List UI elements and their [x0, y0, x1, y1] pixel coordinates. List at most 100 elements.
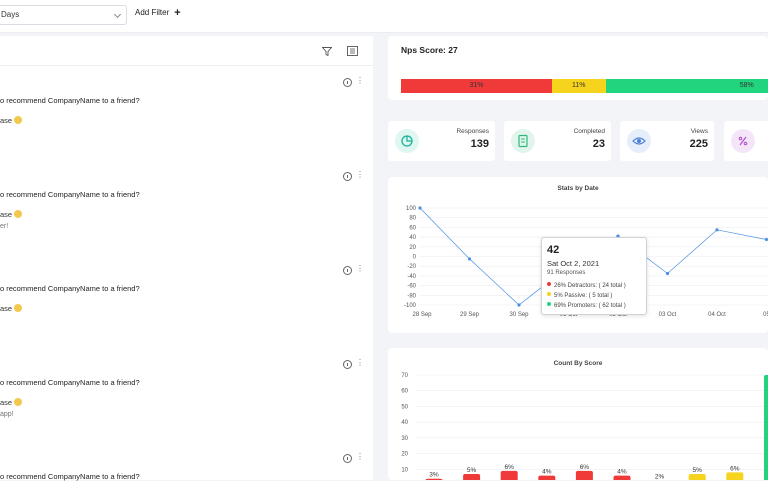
data-point[interactable] [517, 303, 521, 307]
stat-value: 139 [470, 138, 489, 150]
clipboard-icon [511, 129, 535, 153]
tooltip-row-passive: 5% Passive: ( 5 total ) [547, 292, 612, 299]
y-tick-label: 20 [401, 452, 408, 458]
info-icon[interactable] [343, 172, 352, 181]
x-tick-label: 28 Sep [412, 312, 432, 318]
bar-data-label: 6% [580, 464, 590, 471]
data-point[interactable] [715, 228, 719, 232]
chart-tooltip: 42 Sat Oct 2, 2021 91 Responses 26% Detr… [541, 237, 647, 315]
more-options-icon[interactable]: ⋮ [356, 358, 364, 367]
stat-card [724, 121, 768, 161]
score-bar[interactable] [726, 472, 744, 480]
y-tick-label: 20 [409, 245, 416, 251]
emoji-icon [14, 116, 23, 124]
date-range-value: Days [1, 10, 20, 19]
chevron-down-icon [113, 10, 122, 19]
data-point[interactable] [764, 237, 768, 242]
bar-data-label: 6% [730, 465, 740, 472]
response-comment: app! [0, 411, 14, 418]
tooltip-date: Sat Oct 2, 2021 [547, 259, 600, 268]
score-bar[interactable] [613, 475, 631, 480]
add-filter-label: Add Filter [135, 8, 170, 17]
response-question: o recommend CompanyName to a friend? [0, 472, 140, 481]
y-tick-label: 70 [401, 373, 408, 379]
count-by-score-chart: 7060504030201003%5%6%4%6%4%2%5%6% [401, 373, 768, 480]
y-tick-label: 80 [409, 216, 416, 222]
data-point[interactable] [418, 206, 422, 210]
more-options-icon[interactable]: ⋮ [356, 76, 364, 85]
score-bar[interactable] [575, 470, 593, 480]
green-dot-icon [547, 302, 551, 306]
info-icon[interactable] [343, 360, 352, 369]
response-answer-text: ase [0, 398, 13, 407]
x-tick-label: 04 Oct [708, 312, 726, 318]
y-tick-label: 60 [409, 225, 416, 231]
emoji-icon [14, 398, 23, 406]
data-point[interactable] [616, 234, 620, 238]
y-tick-label: -40 [407, 274, 416, 280]
data-point[interactable] [467, 257, 472, 261]
y-tick-label: 30 [401, 436, 408, 442]
response-answer: ase [0, 116, 23, 125]
tooltip-passive-text: 5% Passive: ( 5 total ) [554, 293, 613, 299]
y-tick-label: -20 [407, 264, 416, 270]
score-bar[interactable] [538, 475, 556, 480]
tooltip-row-detractors: 26% Detractors: ( 24 total ) [547, 282, 626, 289]
response-answer: ase [0, 304, 23, 313]
response-comment: er! [0, 223, 9, 230]
list-icon[interactable] [347, 46, 358, 56]
tooltip-value: 42 [547, 244, 560, 256]
eye-icon [627, 129, 651, 153]
y-tick-label: 40 [401, 420, 408, 426]
stat-label: Views [690, 128, 708, 135]
emoji-icon [14, 304, 23, 312]
response-question: o recommend CompanyName to a friend? [0, 190, 140, 199]
stat-card: Completed 23 [504, 121, 611, 161]
nps-score-card: Nps Score: 27 31% 11% 58% [388, 36, 768, 100]
x-tick-label: 01 Oct [560, 312, 578, 318]
stat-label: Completed [573, 128, 605, 135]
x-tick-label: 03 Oct [659, 312, 677, 318]
percent-icon [731, 129, 755, 153]
y-tick-label: -100 [404, 303, 417, 309]
responses-panel-header [0, 36, 373, 66]
info-icon[interactable] [343, 266, 352, 275]
filter-icon[interactable] [322, 47, 332, 56]
x-tick-label: 05 [763, 312, 768, 318]
bar-data-label: 4% [617, 469, 627, 476]
plus-icon: + [174, 6, 181, 19]
score-bar[interactable] [463, 474, 481, 480]
nps-segment: 58% [605, 79, 768, 93]
nps-segment: 31% [401, 79, 552, 93]
y-tick-label: 40 [409, 235, 416, 241]
more-options-icon[interactable]: ⋮ [356, 452, 364, 461]
info-icon[interactable] [343, 78, 352, 87]
y-tick-label: -60 [407, 284, 416, 290]
count-by-score-title: Count By Score [553, 360, 603, 367]
top-toolbar: Days Add Filter + [0, 0, 768, 33]
response-answer-text: ase [0, 210, 13, 219]
response-question: o recommend CompanyName to a friend? [0, 284, 140, 293]
score-bar[interactable] [764, 375, 768, 480]
info-icon[interactable] [343, 454, 352, 463]
y-tick-label: 10 [401, 467, 408, 473]
data-point[interactable] [665, 271, 670, 276]
count-by-score-card: Count By Score 7060504030201003%5%6%4%6%… [388, 348, 768, 480]
response-answer: ase [0, 210, 23, 219]
stat-value: 225 [689, 138, 708, 150]
date-range-select[interactable]: Days [0, 5, 127, 25]
score-bar[interactable] [500, 470, 518, 480]
bar-data-label: 6% [504, 464, 514, 471]
more-options-icon[interactable]: ⋮ [356, 264, 364, 273]
response-answer-text: ase [0, 116, 13, 125]
tooltip-promoters-text: 69% Promoters: ( 62 total ) [554, 303, 626, 309]
stat-card: Views 225 [620, 121, 714, 161]
score-bar[interactable] [688, 474, 706, 480]
bar-data-label: 5% [467, 467, 477, 474]
tooltip-row-promoters: 69% Promoters: ( 62 total ) [547, 302, 626, 309]
yellow-dot-icon [547, 292, 551, 296]
more-options-icon[interactable]: ⋮ [356, 170, 364, 179]
x-tick-label: 29 Sep [460, 312, 480, 318]
x-tick-label: 02 Oct [609, 312, 627, 318]
add-filter-button[interactable]: Add Filter + [135, 6, 181, 19]
